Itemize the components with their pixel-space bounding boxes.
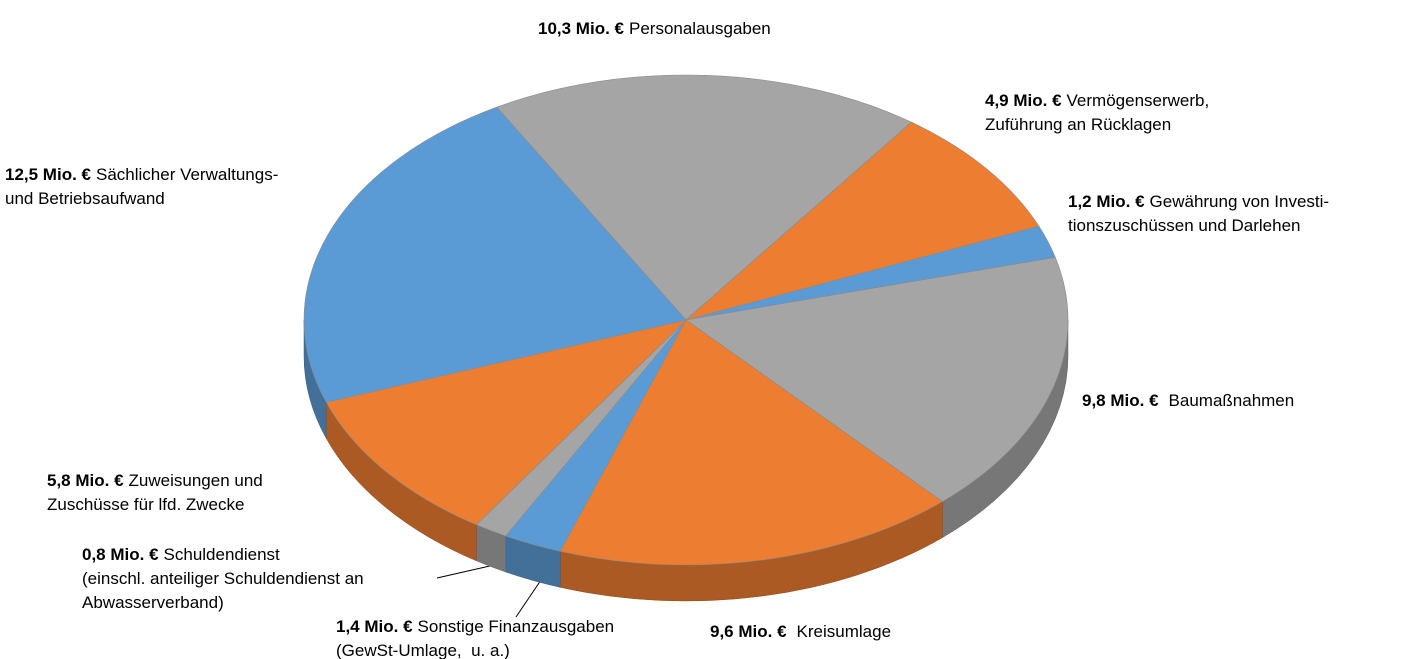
slice xyxy=(303,106,687,403)
slice xyxy=(685,256,1069,502)
value-label: 10,3 Mio. € xyxy=(538,19,625,38)
value-label: 5,8 Mio. € xyxy=(47,471,124,490)
slice-label: 9,6 Mio. € Kreisumlage xyxy=(710,622,891,641)
category-label: Zuführung an Rücklagen xyxy=(985,115,1171,134)
slice-label: 10,3 Mio. € Personalausgaben xyxy=(538,19,771,38)
category-label: Vermögenserwerb, xyxy=(1067,91,1210,110)
category-label: und Betriebsaufwand xyxy=(5,189,165,208)
slice-label: 12,5 Mio. € Sächlicher Verwaltungs-und Be… xyxy=(5,165,278,208)
category-label: Sächlicher Verwaltungs- xyxy=(96,165,278,184)
value-label: 1,2 Mio. € xyxy=(1068,192,1145,211)
category-label: Kreisumlage xyxy=(797,622,892,641)
slice xyxy=(496,74,912,321)
slice-label: 1,4 Mio. € Sonstige Finanzausgaben (GewSt-… xyxy=(336,617,614,659)
category-label: Sonstige Finanzausgaben xyxy=(418,617,615,636)
category-label: Zuschüsse für lfd. Zwecke xyxy=(47,495,244,514)
slice-label: 5,8 Mio. € Zuweisungen und Zuschüsse für l… xyxy=(47,471,263,514)
slice-label: 4,9 Mio. € Vermögenserwerb, Zuführung an R… xyxy=(985,91,1209,134)
value-label: 1,4 Mio. € xyxy=(336,617,413,636)
slice-label: 0,8 Mio. € Schuldendienst (einschl. anteil… xyxy=(82,545,364,612)
category-label: Zuweisungen und xyxy=(129,471,263,490)
slice xyxy=(685,121,1040,321)
slice-label: 1,2 Mio. € Gewährung von Investi-tionszus… xyxy=(1068,192,1329,235)
category-label: Abwasserverband) xyxy=(82,593,224,612)
slice-label: 9,8 Mio. € Baumaßnahmen xyxy=(1082,391,1294,410)
leader-line xyxy=(515,579,542,618)
pie-tops xyxy=(303,74,1069,566)
category-label: Schuldendienst xyxy=(164,545,281,564)
category-label: Baumaßnahmen xyxy=(1169,391,1295,410)
slice xyxy=(559,319,943,566)
category-label: (einschl. anteiliger Schuldendienst an xyxy=(82,569,364,588)
value-label: 9,6 Mio. € xyxy=(710,622,787,641)
value-label: 9,8 Mio. € xyxy=(1082,391,1159,410)
category-label: (GewSt-Umlage, u. a.) xyxy=(336,641,510,659)
category-label: tionszuschüssen und Darlehen xyxy=(1068,216,1300,235)
value-label: 12,5 Mio. € xyxy=(5,165,92,184)
category-label: Personalausgaben xyxy=(629,19,771,38)
value-label: 4,9 Mio. € xyxy=(985,91,1062,110)
category-label: Gewährung von Investi- xyxy=(1150,192,1330,211)
slice xyxy=(325,319,687,526)
value-label: 0,8 Mio. € xyxy=(82,545,159,564)
